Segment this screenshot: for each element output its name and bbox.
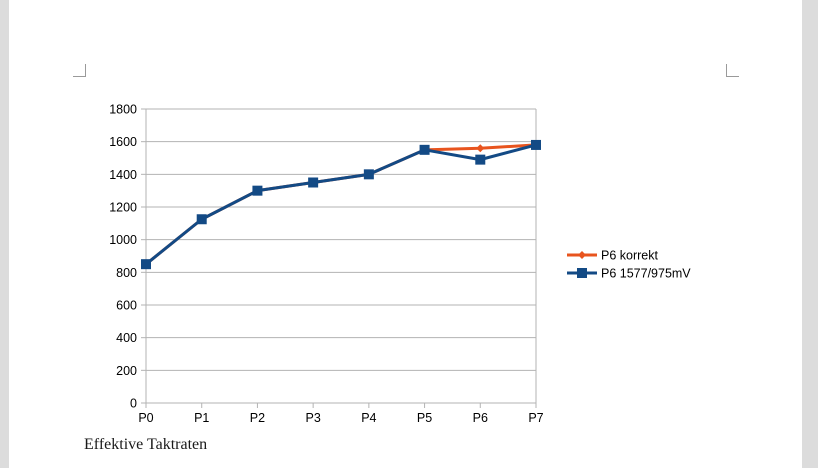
legend-item: P6 korrekt <box>567 249 658 263</box>
legend-label: P6 korrekt <box>601 249 658 263</box>
chart-caption: Effektive Taktraten <box>84 436 208 453</box>
data-point <box>141 259 151 270</box>
data-point <box>308 177 319 188</box>
data-point <box>531 139 541 150</box>
data-point <box>476 144 485 153</box>
grid-lines <box>146 108 536 371</box>
y-tick-label: 1000 <box>109 233 137 247</box>
data-point <box>363 169 374 180</box>
x-tick-label: P5 <box>417 411 432 425</box>
data-point <box>196 214 207 225</box>
x-tick-label: P1 <box>194 411 209 425</box>
x-tick-label: P2 <box>250 411 265 425</box>
legend-item: P6 1577/975mV <box>567 267 691 281</box>
y-tick-label: 1600 <box>109 135 137 149</box>
data-point <box>475 154 486 165</box>
y-tick-label: 600 <box>116 299 137 313</box>
x-tick-label: P0 <box>138 411 153 425</box>
square-marker <box>577 268 587 278</box>
x-tick-label: P7 <box>528 411 543 425</box>
x-tick-label: P4 <box>361 411 376 425</box>
diamond-marker <box>578 251 586 259</box>
y-tick-label: 200 <box>116 364 137 378</box>
legend-label: P6 1577/975mV <box>601 267 691 281</box>
y-tick-label: 0 <box>130 397 137 411</box>
line-chart: 0 200 400 600 800 1000 1200 1400 1600 1800 P0 P1 P2… <box>109 103 691 426</box>
y-tick-label: 1400 <box>109 168 137 182</box>
document-page: 0 200 400 600 800 1000 1200 1400 1600 1800 P0 P1 P2… <box>9 0 802 468</box>
series-line <box>144 143 538 266</box>
x-tick-label: P3 <box>305 411 320 425</box>
page-margin-corner-top-left <box>73 64 86 77</box>
data-point <box>252 185 263 196</box>
page-margin-corner-top-right <box>726 64 739 77</box>
x-axis-ticks: P0 P1 P2 P3 P4 P5 P6 P7 <box>138 403 544 425</box>
data-point <box>419 144 430 155</box>
y-axis-ticks: 0 200 400 600 800 1000 1200 1400 1600 1800 <box>109 103 146 411</box>
series-2 <box>141 139 541 270</box>
y-tick-label: 1200 <box>109 201 137 215</box>
chart-series <box>141 139 541 270</box>
x-tick-label: P6 <box>473 411 488 425</box>
y-tick-label: 1800 <box>109 103 137 117</box>
chart-axes <box>145 109 537 404</box>
y-tick-label: 800 <box>116 266 137 280</box>
y-tick-label: 400 <box>116 331 137 345</box>
chart-legend: P6 korrekt P6 1577/975mV <box>567 249 691 281</box>
